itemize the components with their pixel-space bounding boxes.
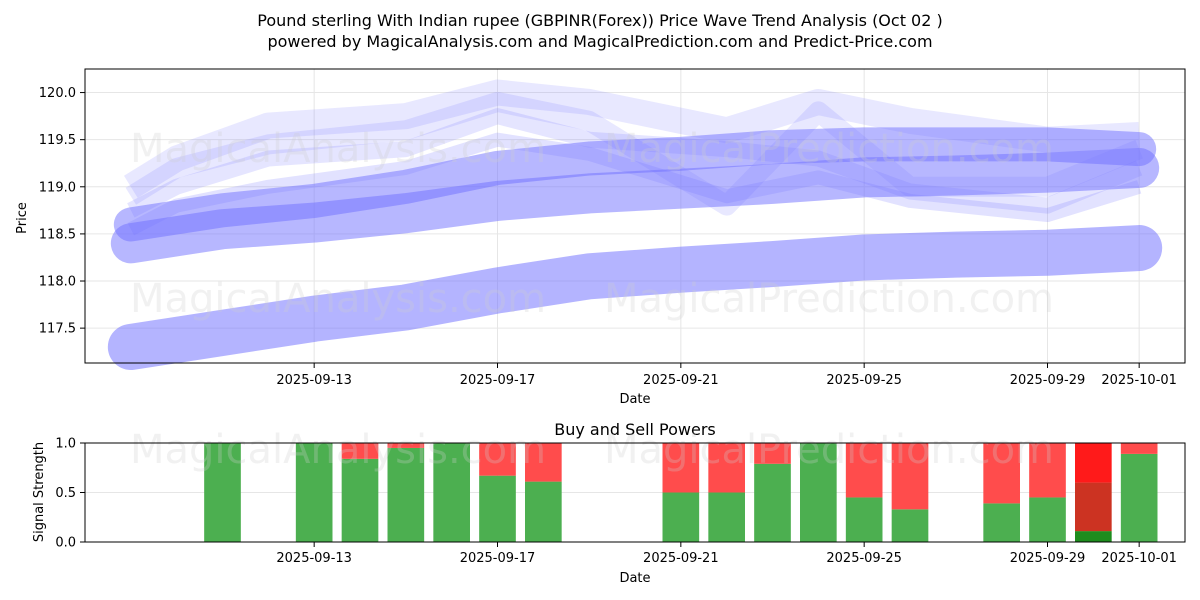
- sell-bar: [708, 443, 745, 493]
- power-title: Buy and Sell Powers: [554, 420, 716, 439]
- power-x-ticks: 2025-09-13 2025-09-17 2025-09-21 2025-09-25…: [276, 542, 1177, 566]
- price-y-tick-label: 118.0: [39, 275, 76, 290]
- wave-band-wave-lower-2: [107, 225, 1163, 370]
- buy-bar: [891, 509, 929, 542]
- price-panel: MagicalAnalysis.com MagicalPrediction.co…: [15, 68, 1186, 407]
- buy-bar: [1120, 453, 1158, 542]
- price-y-ticks: 117.5 118.0 118.5 119.0 119.5 120.0: [39, 86, 85, 337]
- power-x-tick-label: 2025-09-13: [276, 551, 352, 566]
- buy-bar: [708, 492, 745, 542]
- figure-title-line1: Pound sterling With Indian rupee (GBPINR…: [257, 11, 943, 30]
- sell-bar: [341, 443, 379, 459]
- power-x-tick-label: 2025-09-21: [643, 551, 719, 566]
- buy-bar: [754, 463, 791, 542]
- sell-bar: [387, 443, 425, 448]
- sell-bar: [983, 443, 1020, 504]
- sell-bar: [1120, 443, 1158, 454]
- power-x-tick-label: 2025-09-17: [460, 551, 536, 566]
- buy-bar: [800, 443, 837, 542]
- power-x-tick-label: 2025-09-25: [826, 551, 902, 566]
- wave-band-wave-lower-1: [110, 147, 1160, 264]
- power-y-tick-label: 0.0: [55, 536, 76, 551]
- price-y-tick-label: 119.5: [39, 133, 76, 148]
- power-y-label: Signal Strength: [32, 442, 47, 542]
- sell-bar: [845, 443, 883, 498]
- price-x-tick-label: 2025-09-13: [276, 373, 352, 388]
- sell-bar: [525, 443, 562, 482]
- wave-band-wave-middle: [113, 127, 1157, 242]
- watermark-prediction-mid: MagicalPrediction.com: [604, 276, 1054, 322]
- price-x-label: Date: [619, 392, 650, 407]
- power-y-tick-label: 1.0: [55, 437, 76, 452]
- buy-bar: [387, 447, 425, 542]
- power-y-ticks: 0.0 0.5 1.0: [55, 437, 85, 551]
- buy-bar: [295, 443, 333, 542]
- price-plot-frame: [84, 68, 1186, 364]
- price-x-ticks: 2025-09-13 2025-09-17 2025-09-21 2025-09-25…: [276, 363, 1177, 388]
- power-x-label: Date: [619, 571, 650, 586]
- price-y-tick-label: 119.0: [39, 180, 76, 195]
- wave-band-wave-upper-3: [127, 108, 1143, 218]
- power-plot-frame: [84, 442, 1186, 543]
- watermark-analysis-bottom: MagicalAnalysis.com: [130, 427, 546, 473]
- power-x-tick-label: 2025-09-29: [1010, 551, 1086, 566]
- sell-bar: [1029, 443, 1066, 498]
- price-y-label: Price: [15, 202, 30, 234]
- power-bars: [204, 443, 1158, 542]
- price-y-tick-label: 118.5: [39, 227, 76, 242]
- watermark-analysis-mid: MagicalAnalysis.com: [130, 276, 546, 322]
- watermark-prediction-bottom: MagicalPrediction.com: [604, 427, 1054, 473]
- buy-bar: [479, 475, 516, 542]
- figure-title-line2: powered by MagicalAnalysis.com and Magic…: [267, 32, 932, 51]
- buy-bar: [1075, 531, 1112, 542]
- price-x-tick-label: 2025-09-25: [826, 373, 902, 388]
- buy-bar: [204, 443, 241, 542]
- buy-bar: [433, 443, 470, 542]
- buy-bar: [341, 458, 379, 542]
- watermark-analysis-top: MagicalAnalysis.com: [130, 126, 546, 172]
- sell-bar: [1075, 443, 1112, 483]
- price-x-tick-label: 2025-09-29: [1010, 373, 1086, 388]
- buy-bar: [983, 503, 1020, 542]
- price-x-tick-label: 2025-09-21: [643, 373, 719, 388]
- power-x-tick-label: 2025-10-01: [1101, 551, 1177, 566]
- power-y-tick-label: 0.5: [55, 486, 76, 501]
- buy-bar: [1029, 497, 1066, 542]
- sell-bar: [891, 443, 929, 510]
- price-y-tick-label: 120.0: [39, 86, 76, 101]
- price-y-tick-label: 117.5: [39, 322, 76, 337]
- sell-bar: [479, 443, 516, 476]
- price-wave-bands: [107, 79, 1163, 370]
- mixed-bar: [1075, 482, 1112, 532]
- sell-bar: [754, 443, 791, 464]
- watermark-prediction-top: MagicalPrediction.com: [604, 126, 1054, 172]
- buy-bar: [662, 492, 700, 542]
- price-x-tick-label: 2025-10-01: [1101, 373, 1177, 388]
- wave-band-wave-upper-1: [124, 79, 1140, 198]
- price-x-tick-label: 2025-09-17: [460, 373, 536, 388]
- sell-bar: [662, 443, 700, 493]
- buy-bar: [525, 481, 562, 542]
- power-panel: Buy and Sell Powers MagicalAnalysis.com …: [32, 420, 1186, 586]
- buy-bar: [845, 497, 883, 542]
